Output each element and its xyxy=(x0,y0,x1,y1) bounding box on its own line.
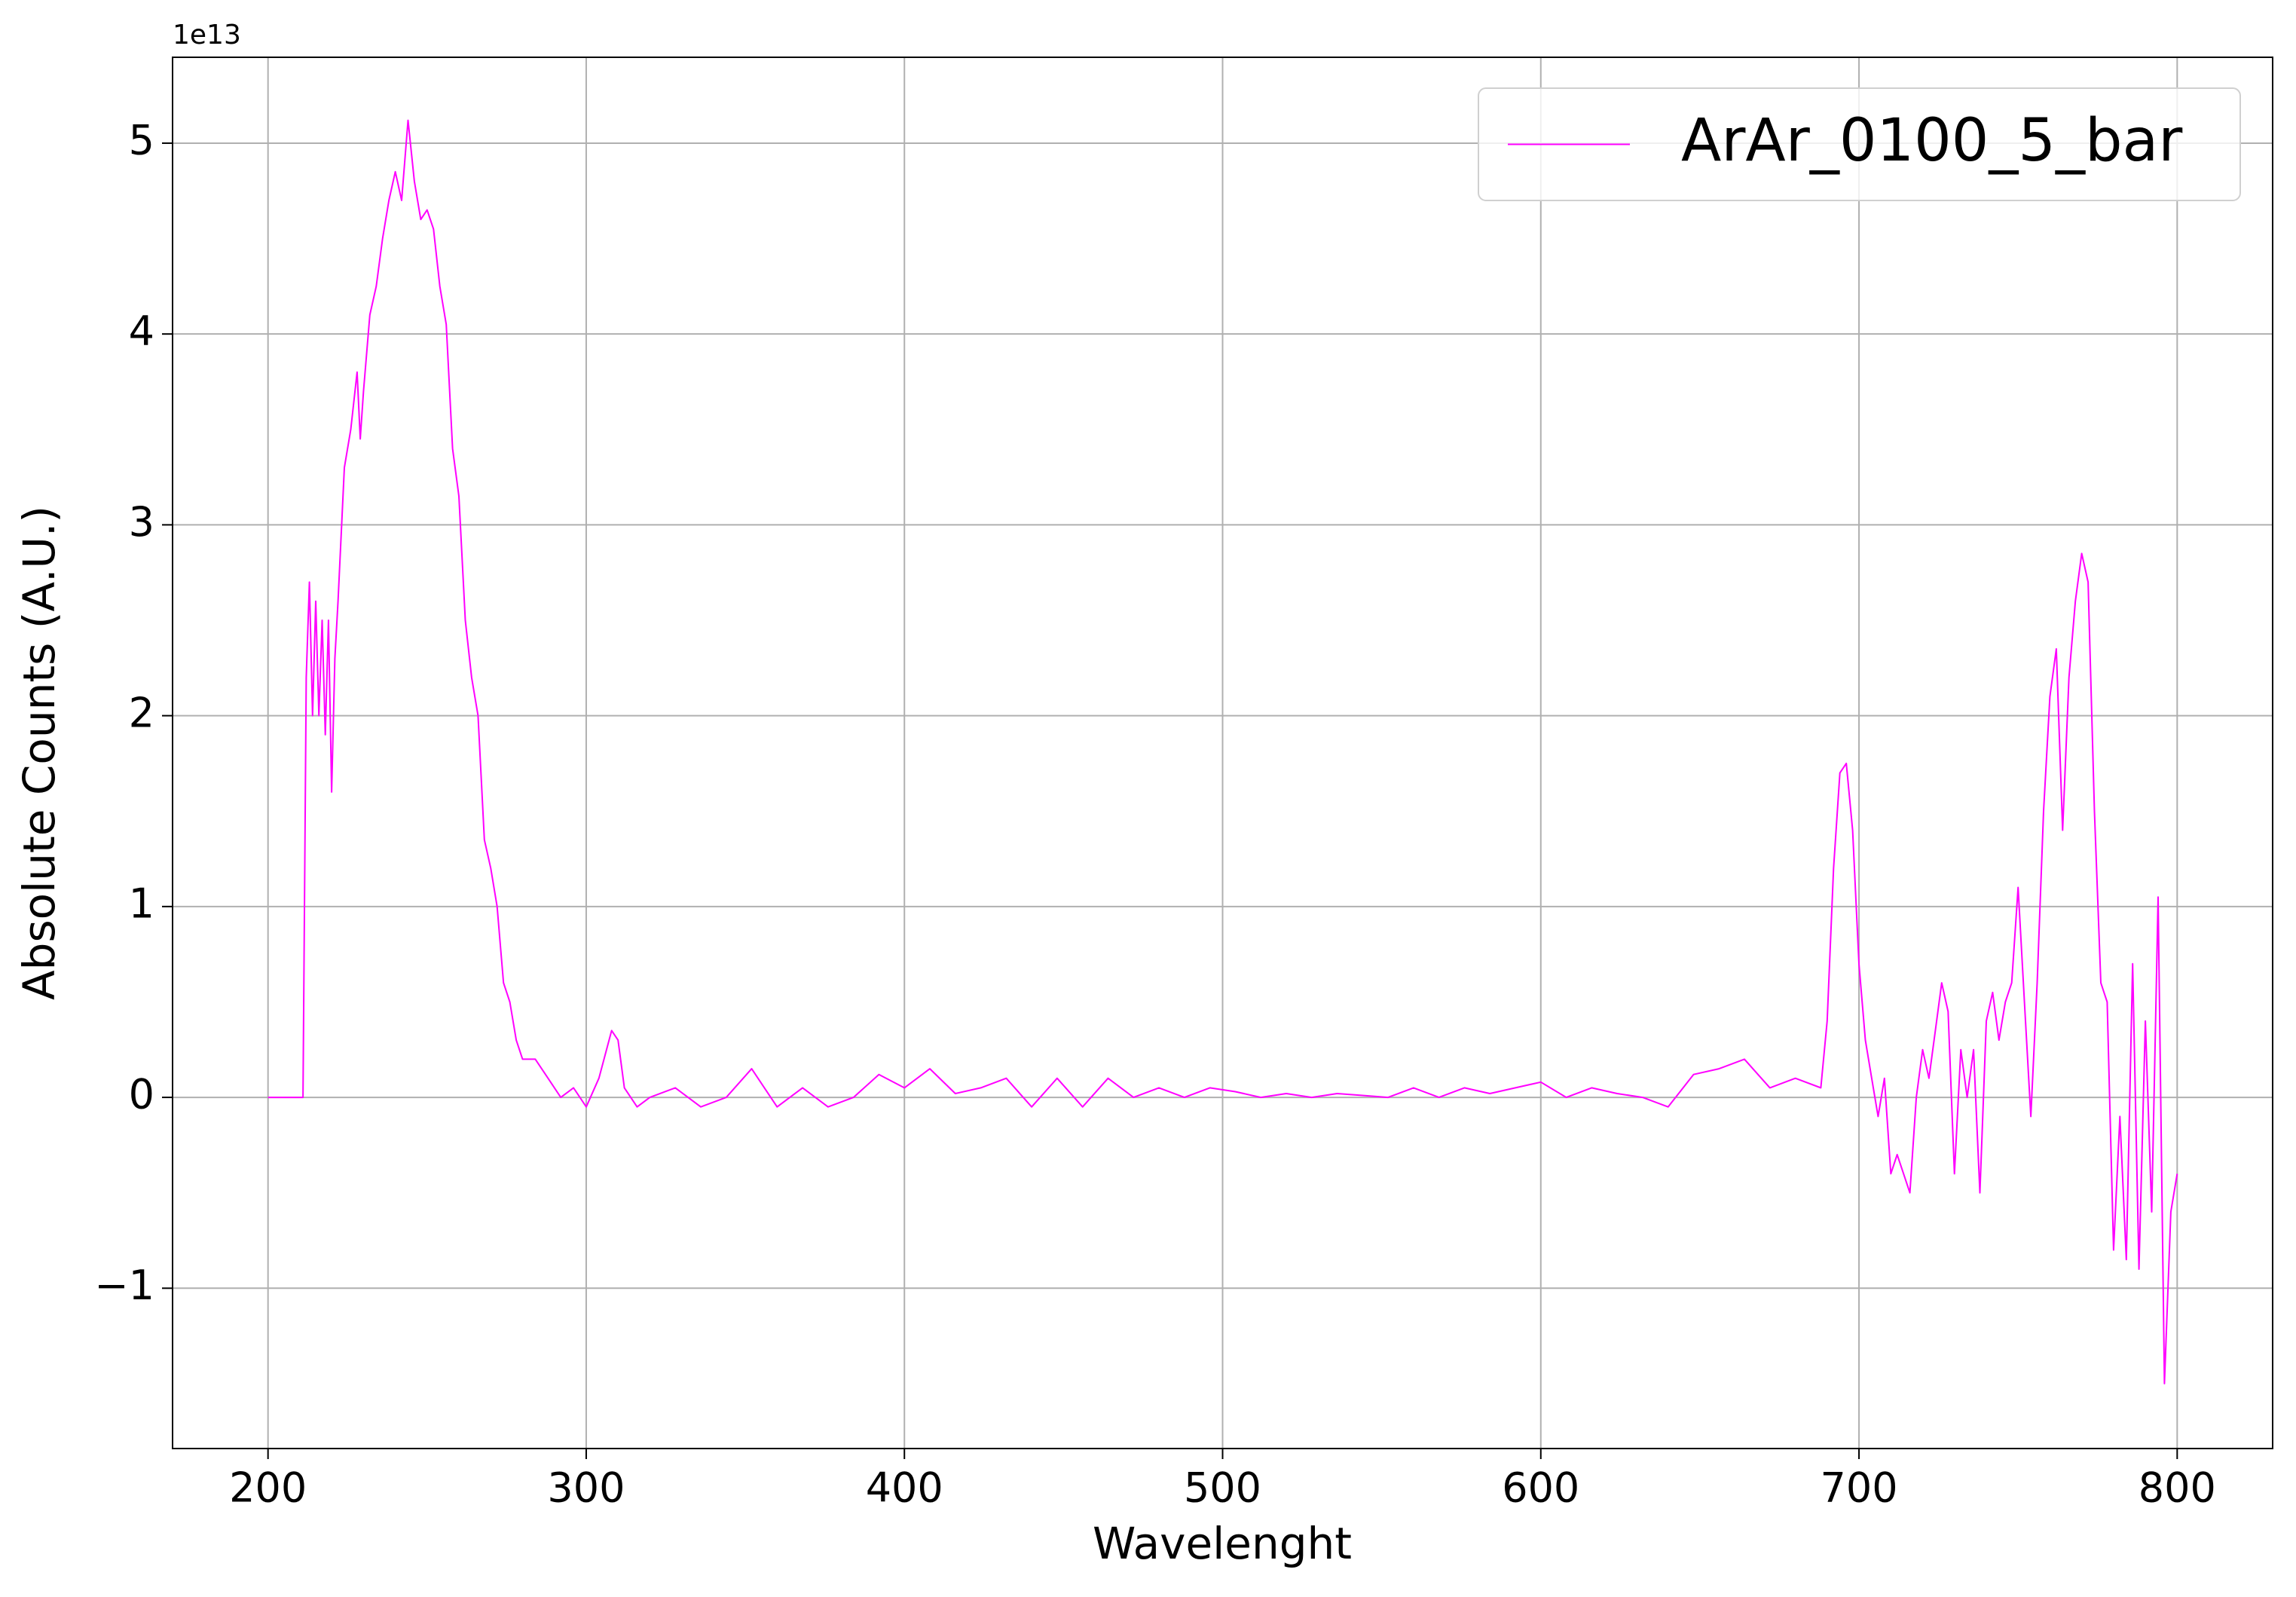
x-tick-label: 400 xyxy=(866,1464,943,1512)
legend: ArAr_0100_5_bar xyxy=(1478,87,2241,201)
y-axis-label: Absolute Counts (A.U.) xyxy=(14,506,65,1000)
x-tick-label: 300 xyxy=(547,1464,625,1512)
offset-text: 1e13 xyxy=(173,20,241,50)
y-tick-label: 0 xyxy=(129,1071,154,1118)
x-tick-label: 600 xyxy=(1502,1464,1579,1512)
y-tick-label: 4 xyxy=(129,307,154,355)
y-tick-label: 2 xyxy=(129,689,154,736)
x-tick-label: 700 xyxy=(1821,1464,1898,1512)
y-tick-label: −1 xyxy=(94,1262,154,1309)
x-axis-label: Wavelenght xyxy=(1093,1518,1352,1569)
x-tick-label: 800 xyxy=(2139,1464,2216,1512)
x-tick-label: 500 xyxy=(1184,1464,1261,1512)
legend-label: ArAr_0100_5_bar xyxy=(1681,107,2183,175)
y-tick-label: 1 xyxy=(129,880,154,927)
data-line xyxy=(268,119,2178,1384)
y-tick-label: 5 xyxy=(129,117,154,164)
y-tick-label: 3 xyxy=(129,498,154,546)
legend-frame xyxy=(1478,87,2241,201)
plot-frame xyxy=(172,57,2273,1449)
x-tick-label: 200 xyxy=(229,1464,307,1512)
